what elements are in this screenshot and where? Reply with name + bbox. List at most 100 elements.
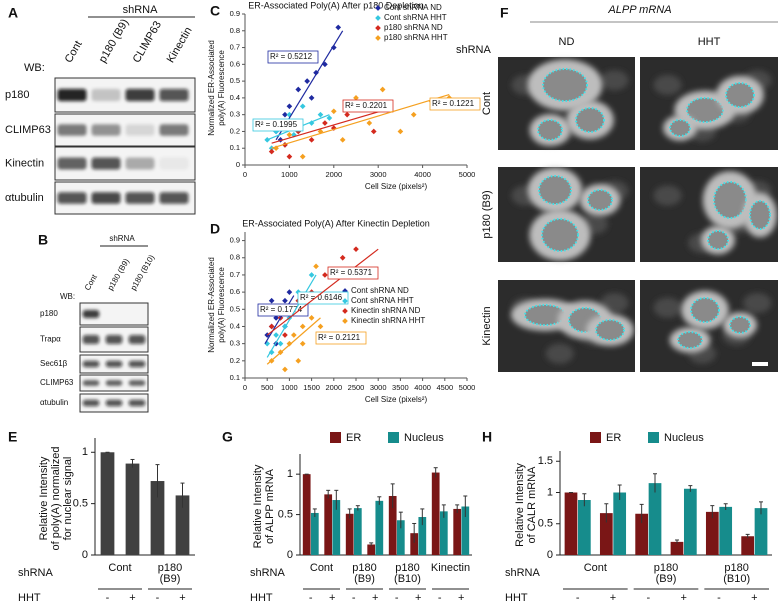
row-label: Kinectin [481, 306, 493, 345]
blot-band [125, 124, 155, 136]
background-cell [653, 74, 682, 95]
error-bar [155, 464, 160, 498]
blot-band [128, 380, 146, 386]
x-tick-label: 0 [243, 383, 247, 392]
data-point [353, 246, 359, 253]
blot-label: Trapα [40, 335, 61, 344]
data-point [379, 86, 386, 93]
group-label: p180 [158, 562, 182, 574]
legend-label: Cont shRNA HHT [384, 13, 447, 22]
x-tick-label: 500 [261, 383, 274, 392]
blot-label: αtubulin [40, 398, 68, 407]
category-title: HHT [18, 592, 41, 604]
legend-marker [375, 35, 381, 41]
fit-label-box [267, 50, 319, 64]
group-label: p180 [654, 562, 678, 574]
bar [719, 506, 733, 555]
error-bar [463, 495, 468, 518]
y-tick-label: 0.9 [230, 236, 240, 245]
legend-label: Kinectin shRNA HHT [351, 316, 425, 325]
x-tick-label: 4000 [414, 383, 431, 392]
nucleus-outline [677, 331, 703, 349]
wb-label: WB: [60, 292, 75, 301]
blot-band [57, 157, 87, 170]
error-bar [617, 484, 622, 500]
category-label: + [179, 592, 185, 604]
data-point [299, 323, 306, 330]
group-label: Cont [108, 562, 131, 574]
y-axis-label: poly(A) Fluorescence [217, 267, 226, 343]
background-cell [545, 343, 574, 364]
data-point [282, 111, 288, 118]
group-label: (B10) [723, 573, 750, 585]
panel-letter: G [222, 429, 233, 445]
data-point [268, 297, 275, 304]
blot-row [79, 302, 149, 326]
error-bar [326, 489, 331, 499]
data-point [268, 349, 275, 356]
group-title: shRNA [18, 567, 54, 579]
fit-label-box [342, 99, 394, 113]
legend-swatch [330, 432, 341, 443]
category-label: - [438, 592, 442, 604]
x-tick-label: 3000 [370, 383, 387, 392]
blot-label: Sec61β [40, 359, 68, 368]
blot-label: αtubulin [5, 192, 44, 204]
fit-label: R² = 0.6146 [300, 293, 343, 302]
fit-label-box [429, 97, 481, 111]
x-tick-label: 5000 [459, 383, 476, 392]
y-tick-label: 0 [287, 549, 293, 561]
fit-label-box [327, 266, 379, 280]
blot-band [159, 124, 189, 136]
y-tick-label: 0 [82, 549, 88, 561]
blot-label: p180 [5, 89, 29, 101]
blot-label: CLIMP63 [40, 378, 74, 387]
x-tick-label: 1000 [281, 170, 298, 179]
error-bar [710, 505, 715, 519]
blot-band [91, 124, 121, 136]
micrograph [498, 57, 635, 150]
panel-letter: A [8, 5, 18, 21]
bar [705, 511, 719, 555]
background-cell [600, 70, 629, 91]
error-bar [334, 489, 339, 510]
data-point [273, 332, 279, 338]
blot-band [57, 124, 87, 136]
data-point [410, 111, 417, 118]
bar [310, 512, 319, 555]
error-bar [390, 483, 395, 509]
error-bar [745, 533, 750, 539]
panel-letter: H [482, 429, 492, 445]
y-tick-label: 0.4 [230, 321, 240, 330]
legend-label: Cont shRNA ND [384, 3, 442, 12]
y-tick-label: 0.7 [230, 270, 240, 279]
blot-band [82, 399, 100, 407]
blot-band [125, 192, 155, 204]
y-tick-label: 1.5 [538, 455, 553, 467]
data-point [330, 108, 337, 115]
data-point [335, 24, 342, 31]
error-bar [412, 522, 417, 543]
group-label: p180 [724, 562, 748, 574]
y-tick-label: 0.3 [230, 110, 240, 119]
blot-band [125, 157, 155, 170]
category-label: - [395, 592, 399, 604]
data-point [308, 315, 315, 321]
error-bar [347, 508, 352, 519]
data-point [286, 153, 293, 160]
legend-marker [375, 15, 381, 21]
x-tick-label: 2000 [325, 383, 342, 392]
blot-band [128, 399, 146, 407]
legend-label: ER [346, 432, 361, 444]
blot-band [91, 192, 121, 204]
error-bar [355, 505, 360, 511]
legend-swatch [590, 432, 601, 443]
blot-band [128, 335, 146, 344]
row-label: p180 (B9) [481, 190, 493, 238]
micrograph [640, 280, 778, 372]
blot-band [159, 88, 189, 102]
y-tick-label: 1 [287, 468, 293, 480]
y-tick-label: 0.7 [230, 43, 240, 52]
y-tick-label: 0.9 [230, 9, 240, 18]
category-label: + [329, 592, 335, 604]
